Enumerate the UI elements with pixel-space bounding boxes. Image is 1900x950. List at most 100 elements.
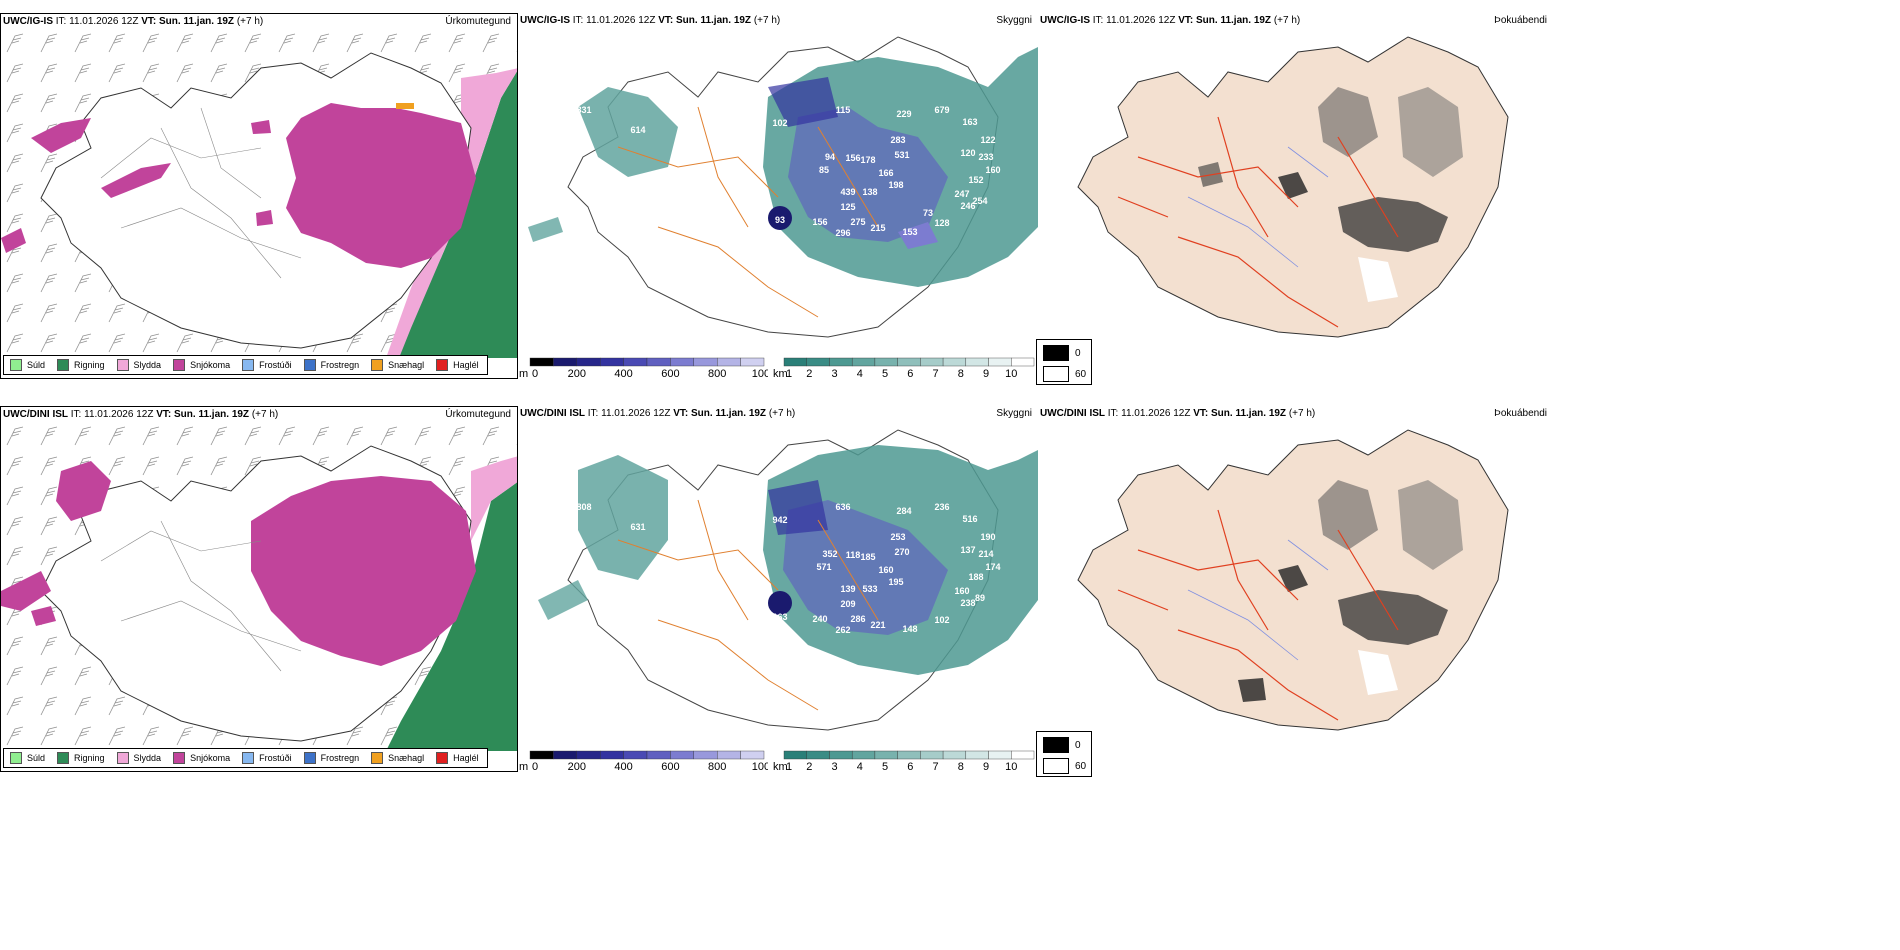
cloud-base-label: 262 xyxy=(835,625,850,635)
legend-item-frostregn: Frostregn xyxy=(303,359,359,371)
colorbar-tick: 400 xyxy=(614,368,632,379)
colorbar-segment xyxy=(553,357,578,367)
cloud-base-label: 275 xyxy=(850,217,865,227)
legend-item-snjókoma: Snjókoma xyxy=(173,752,230,764)
legend-item-slydda: Slydda xyxy=(116,359,161,371)
legend-item-slydda: Slydda xyxy=(116,752,161,764)
colorbar-segment xyxy=(897,750,921,760)
colorbar-segment xyxy=(693,357,718,367)
cloud-base-label: 214 xyxy=(978,549,993,559)
cloud-base-label: 115 xyxy=(836,105,851,115)
legend-swatch xyxy=(371,752,384,764)
cloud-base-label: 571 xyxy=(816,562,831,572)
colorbar-segment xyxy=(942,750,967,760)
colorbar-segment xyxy=(693,750,718,760)
legend-item-snjókoma: Snjókoma xyxy=(173,359,230,371)
colorbar-tick: 2 xyxy=(806,761,812,772)
panel-header: UWC/IG-IS IT: 11.01.2026 12Z VT: Sun. 11… xyxy=(520,15,781,26)
panel-title: Skyggni xyxy=(996,408,1032,419)
colorbar-unit: km xyxy=(773,761,788,772)
colorbar-tick: 6 xyxy=(907,761,913,772)
cloud-panel-bottom: UWC/DINI ISL IT: 11.01.2026 12Z VT: Sun.… xyxy=(518,406,1038,772)
colorbar-tick: 600 xyxy=(661,368,679,379)
colorbar-segment xyxy=(599,750,624,760)
cloud-base-label: 215 xyxy=(870,223,885,233)
colorbar-segment xyxy=(806,357,830,367)
fog-legend-top: 0 60 xyxy=(1036,339,1092,385)
legend-item-frostúði: Frostúði xyxy=(242,359,292,371)
legend-swatch xyxy=(173,359,186,371)
visibility-region-west xyxy=(578,87,678,177)
colorbar-tick: 7 xyxy=(932,761,938,772)
colorbar-svg: km1 2 3 4 5 6 7 8 9 10 xyxy=(773,357,1035,379)
colorbar-tick: 9 xyxy=(983,761,989,772)
colorbar-tick: 1000 xyxy=(752,761,768,772)
cloud-base-label: 139 xyxy=(840,584,855,594)
cloud-base-label: 94 xyxy=(825,152,835,162)
cloud-base-label: 831 xyxy=(576,105,591,115)
legend-swatch xyxy=(173,752,186,764)
cloud-base-label: 156 xyxy=(812,217,827,227)
precip-type-legend: Súld Rigning Slydda Snjókoma Frostúði Frostre… xyxy=(3,355,488,375)
colorbar-segment xyxy=(623,357,648,367)
cloud-base-label: 166 xyxy=(878,168,893,178)
legend-item-rigning: Rigning xyxy=(57,752,105,764)
legend-swatch xyxy=(10,752,22,764)
colorbar-tick: 200 xyxy=(568,368,586,379)
colorbar-segment xyxy=(716,750,741,760)
colorbar-tick: 0 xyxy=(532,761,538,772)
colorbar-segment xyxy=(646,357,671,367)
fog-legend-bottom: 0 60 xyxy=(1036,731,1092,777)
cloud-base-label: 195 xyxy=(888,577,903,587)
cloud-base-label: 246 xyxy=(960,201,975,211)
legend-item-rigning: Rigning xyxy=(57,359,105,371)
cloud-base-label: 188 xyxy=(968,572,983,582)
visibility-colorbar: km 1 2 3 4 5 6 7 8 9 10 xyxy=(772,357,1038,379)
cloud-base-label: 93 xyxy=(775,215,785,225)
colorbar-segment xyxy=(529,357,554,367)
legend-item-haglél: Haglél xyxy=(436,359,479,371)
cloud-base-label: 102 xyxy=(934,615,949,625)
cloud-base-label: 185 xyxy=(860,552,875,562)
colorbar-segment xyxy=(670,750,694,760)
legend-item-haglél: Haglél xyxy=(436,752,479,764)
rain-region xyxy=(386,71,517,358)
fog-map xyxy=(1038,420,1553,750)
cloud-base-label: 174 xyxy=(985,562,1000,572)
colorbar-segment xyxy=(851,357,876,367)
panel-title: Úrkomutegund xyxy=(445,16,511,27)
colorbar-tick: 8 xyxy=(958,368,964,379)
colorbar-segment xyxy=(623,750,648,760)
colorbar-segment xyxy=(646,750,671,760)
snow-region-west xyxy=(31,118,91,153)
legend-item-frostúði: Frostúði xyxy=(242,752,292,764)
cloud-map: 808 631 942 636 284 236 516 253 270 137 190 214 174 3… xyxy=(518,420,1038,750)
cloud-base-label: 236 xyxy=(934,502,949,512)
colorbar-segment xyxy=(920,750,944,760)
cloud-base-label: 808 xyxy=(576,502,591,512)
cloud-base-label: 102 xyxy=(772,118,787,128)
fog-swatch-0 xyxy=(1043,737,1069,753)
cloud-base-label: 631 xyxy=(630,522,645,532)
cloud-base-label: 89 xyxy=(975,593,985,603)
cloud-base-label: 254 xyxy=(972,196,987,206)
cloud-base-label: 118 xyxy=(846,550,861,560)
colorbar-segment xyxy=(874,357,898,367)
legend-item-súld: Súld xyxy=(10,359,45,371)
colorbar-svg: m0 200 400 600 800 1000 xyxy=(519,750,768,772)
legend-swatch xyxy=(10,359,22,371)
cloud-base-label: 286 xyxy=(850,614,865,624)
colorbar-segment xyxy=(965,750,989,760)
colorbar-segment xyxy=(576,357,601,367)
precip-type-map xyxy=(1,28,517,358)
legend-item-snæhagl: Snæhagl xyxy=(371,752,424,764)
cloud-base-label: 531 xyxy=(894,150,909,160)
cloud-base-label: 533 xyxy=(862,584,877,594)
snow-region-nw xyxy=(101,163,171,198)
colorbar-segment xyxy=(740,750,765,760)
colorbar-tick: 3 xyxy=(831,761,837,772)
cloud-base-label: 122 xyxy=(980,135,995,145)
colorbar-tick: 10 xyxy=(1005,368,1017,379)
precip-type-panel-top: UWC/IG-IS IT: 11.01.2026 12Z VT: Sun. 11… xyxy=(0,13,518,379)
cloud-base-label: 152 xyxy=(968,175,983,185)
